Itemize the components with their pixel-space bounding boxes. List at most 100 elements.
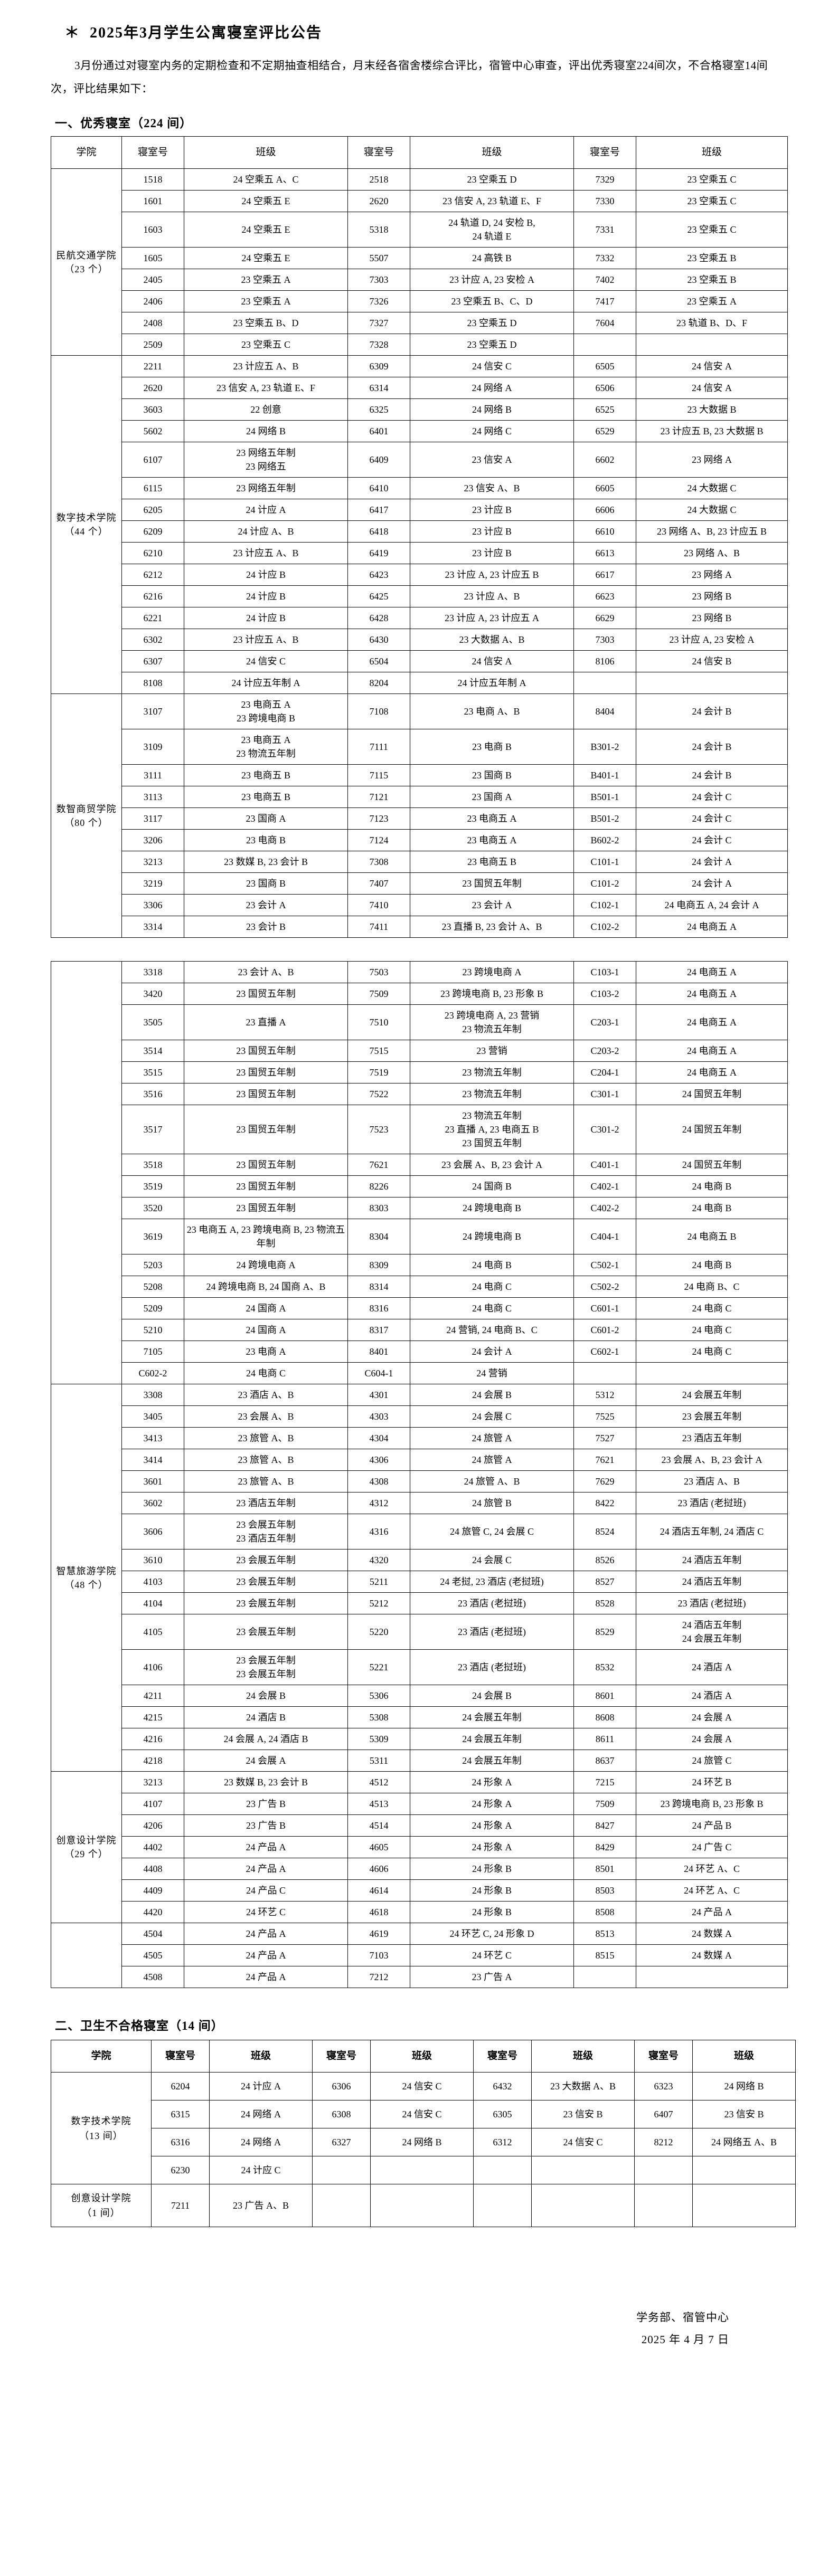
class-name-cell: 23 网络五年制 xyxy=(184,477,348,499)
table-row: 4504 24 产品 A 4619 24 环艺 C, 24 形象 D 8513 24 数媒… xyxy=(51,1923,788,1988)
room-number-cell: 7111 xyxy=(347,729,410,765)
class-name-cell: 23 大数据 A、B xyxy=(410,629,574,651)
class-name-cell: 24 会展五年制 xyxy=(410,1728,574,1750)
class-name-cell: 23 国贸五年制 xyxy=(410,872,574,895)
room-number-cell xyxy=(312,2156,371,2184)
room-number-cell: 3117 xyxy=(121,807,184,830)
class-name-cell: 24 产品 A xyxy=(184,1966,348,1988)
class-name-cell: 23 直播 A xyxy=(184,1004,348,1040)
room-number-cell: 6418 xyxy=(347,520,410,543)
class-name-cell: 23 会计 B xyxy=(184,916,348,938)
class-name-cell: 24 电商五 A xyxy=(636,916,788,938)
class-name-cell: 24 计应 C xyxy=(209,2156,313,2184)
room-number-cell: 6613 xyxy=(573,542,636,564)
room-number-cell: 7522 xyxy=(347,1083,410,1105)
table-row: 6209 24 计应 A、B 6418 23 计应 B 6610 23 网络 A、B, 2… xyxy=(51,520,788,543)
room-number-cell: 3519 xyxy=(121,1175,184,1197)
column-header-room-1: 寝室号 xyxy=(151,2040,210,2073)
column-header-college: 学院 xyxy=(51,136,122,169)
table-row: 6316 24 网络 A 6327 24 网络 B 6312 24 信安 C 8212 24 … xyxy=(51,2128,796,2156)
room-number-cell: 3606 xyxy=(121,1514,184,1550)
table-row: 4402 24 产品 A 4605 24 形象 A 8429 24 广告 C xyxy=(51,1836,788,1858)
room-number-cell: 8314 xyxy=(347,1276,410,1298)
room-number-cell: 7329 xyxy=(573,168,636,191)
class-name-cell: 24 形象 A xyxy=(410,1836,574,1858)
room-number-cell: 7407 xyxy=(347,872,410,895)
class-name-cell: 24 跨境电商 B, 24 国商 A、B xyxy=(184,1276,348,1298)
class-name-cell: 23 电商五 A 23 跨境电商 B xyxy=(184,693,348,729)
room-number-cell: 5212 xyxy=(347,1592,410,1614)
room-number-cell: 4303 xyxy=(347,1405,410,1428)
table-row: 3117 23 国商 A 7123 23 电商五 A B501-2 24 会计 C xyxy=(51,807,788,830)
class-name-cell xyxy=(636,334,788,356)
table-header-row: 学院 寝室号 班级 寝室号 班级 寝室号 班级 寝室号 班级 xyxy=(51,2040,796,2073)
class-name-cell: 24 跨境电商 B xyxy=(410,1197,574,1219)
college-cell xyxy=(51,961,122,1384)
class-name-cell: 23 广告 B xyxy=(184,1793,348,1815)
table-row: 3603 22 创意 6325 24 网络 B 6525 23 大数据 B xyxy=(51,398,788,421)
room-number-cell xyxy=(634,2184,693,2227)
class-name-cell: 23 空乘五 C xyxy=(636,168,788,191)
column-header-class-1: 班级 xyxy=(209,2040,313,2073)
room-number-cell: C103-2 xyxy=(573,983,636,1005)
class-name-cell: 23 网络 B xyxy=(636,585,788,607)
room-number-cell: 7330 xyxy=(573,190,636,212)
class-name-cell: 24 跨境电商 B xyxy=(410,1219,574,1254)
class-name-cell: 24 酒店五年制 xyxy=(636,1549,788,1571)
class-name-cell: 24 会计 A xyxy=(636,851,788,873)
class-name-cell: 24 电商五 A xyxy=(636,1004,788,1040)
table-row: 6307 24 信安 C 6504 24 信安 A 8106 24 信安 B xyxy=(51,650,788,672)
room-number-cell: 6401 xyxy=(347,420,410,442)
class-name-cell: 24 电商 C xyxy=(636,1297,788,1319)
title-star-marker: ＊ xyxy=(64,25,81,41)
room-number-cell: 7629 xyxy=(573,1470,636,1493)
class-name-cell: 23 旅管 A、B xyxy=(184,1449,348,1471)
class-name-cell: 24 国贸五年制 xyxy=(636,1154,788,1176)
room-number-cell: 6419 xyxy=(347,542,410,564)
room-number-cell xyxy=(312,2184,371,2227)
room-number-cell: 6309 xyxy=(347,355,410,377)
room-number-cell: 6428 xyxy=(347,607,410,629)
room-number-cell: 7115 xyxy=(347,764,410,786)
class-name-cell xyxy=(370,2184,474,2227)
table-row: 2620 23 信安 A, 23 轨道 E、F 6314 24 网络 A 6506 24 … xyxy=(51,377,788,399)
class-name-cell: 24 环艺 A、C xyxy=(636,1858,788,1880)
table-row: 6205 24 计应 A 6417 23 计应 B 6606 24 大数据 C xyxy=(51,499,788,521)
class-name-cell: 24 酒店五年制, 24 酒店 C xyxy=(636,1514,788,1550)
room-number-cell: 7332 xyxy=(573,247,636,269)
class-name-cell: 24 空乘五 E xyxy=(184,190,348,212)
table-row: 4216 24 会展 A, 24 酒店 B 5309 24 会展五年制 8611 24 会… xyxy=(51,1728,788,1750)
room-number-cell: 8108 xyxy=(121,672,184,694)
table-row: 3206 23 电商 B 7124 23 电商五 A B602-2 24 会计 C xyxy=(51,829,788,851)
room-number-cell: C402-2 xyxy=(573,1197,636,1219)
class-name-cell: 23 网络五年制 23 网络五 xyxy=(184,442,348,478)
column-header-class-1: 班级 xyxy=(184,136,348,169)
room-number-cell: C502-1 xyxy=(573,1254,636,1276)
room-number-cell: 3601 xyxy=(121,1470,184,1493)
class-name-cell: 24 电商五 A xyxy=(636,1061,788,1083)
room-number-cell: C404-1 xyxy=(573,1219,636,1254)
room-number-cell: 7121 xyxy=(347,786,410,808)
class-name-cell: 24 网络 A xyxy=(209,2100,313,2128)
class-name-cell: 23 信安 A xyxy=(410,442,574,478)
room-number-cell: C502-2 xyxy=(573,1276,636,1298)
room-number-cell: 7328 xyxy=(347,334,410,356)
signature-block: 学务部、宿管中心 2025 年 4 月 7 日 xyxy=(51,2306,787,2351)
room-number-cell: 6302 xyxy=(121,629,184,651)
room-number-cell: 6216 xyxy=(121,585,184,607)
table-row: 民航交通学院 （23 个） 1518 24 空乘五 A、C 2518 23 空乘五 D 73… xyxy=(51,168,788,356)
class-name-cell: 23 跨境电商 A, 23 营销 23 物流五年制 xyxy=(410,1004,574,1040)
column-header-class-3: 班级 xyxy=(531,2040,635,2073)
room-number-cell: 5306 xyxy=(347,1685,410,1707)
room-number-cell: 4308 xyxy=(347,1470,410,1493)
room-number-cell: 7621 xyxy=(573,1449,636,1471)
class-name-cell: 23 会计 A xyxy=(410,894,574,916)
room-number-cell: 8226 xyxy=(347,1175,410,1197)
class-name-cell: 23 酒店 (老挝班) xyxy=(410,1592,574,1614)
class-name-cell: 23 信安 B xyxy=(692,2100,796,2128)
room-number-cell: 4304 xyxy=(347,1427,410,1449)
room-number-cell: 4103 xyxy=(121,1571,184,1593)
class-name-cell: 24 形象 A xyxy=(410,1771,574,1793)
room-number-cell: 8401 xyxy=(347,1341,410,1363)
class-name-cell: 24 信安 A xyxy=(410,650,574,672)
